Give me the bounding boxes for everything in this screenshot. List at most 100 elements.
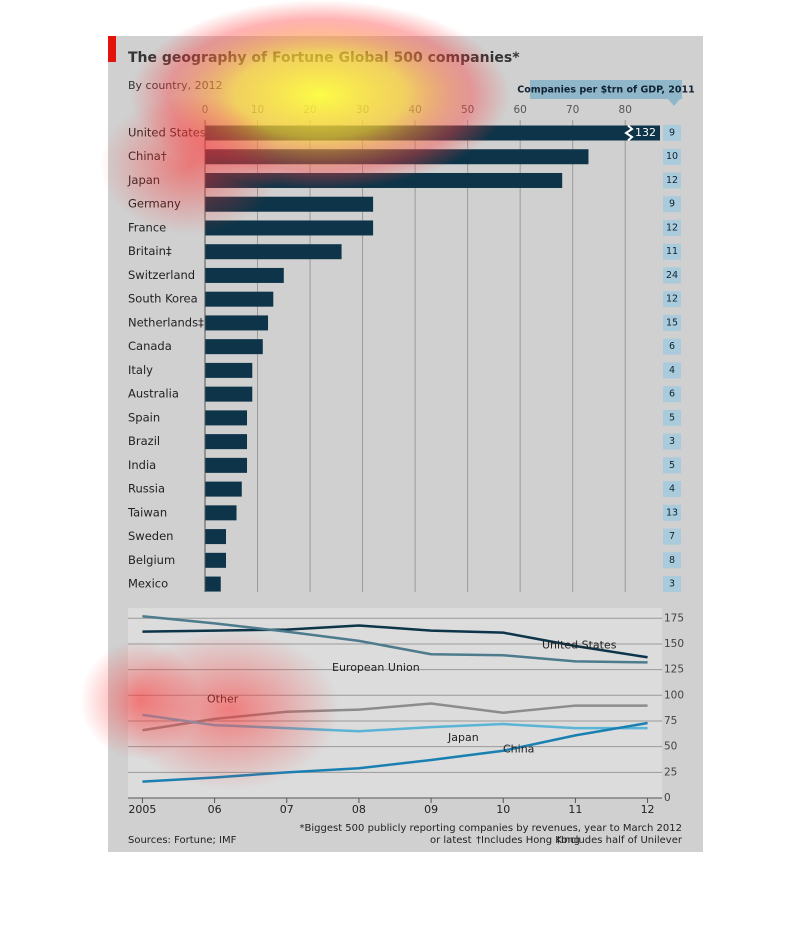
column-value: 5: [669, 460, 675, 471]
x-tick-label: 11: [568, 803, 582, 816]
column-value: 3: [669, 436, 675, 447]
column-cell: [663, 148, 681, 165]
column-value: 9: [669, 128, 675, 139]
category-label: Sweden: [128, 529, 173, 543]
bar: [205, 457, 248, 473]
category-label: Mexico: [128, 577, 168, 591]
y-tick-label: 100: [664, 689, 684, 701]
column-value: 3: [669, 579, 675, 590]
y-tick-label: 75: [664, 715, 677, 727]
column-value: 7: [669, 531, 675, 542]
bar: [205, 552, 227, 568]
bar: [205, 291, 274, 307]
bar: [205, 267, 284, 283]
column-header: Companies per $trn of GDP, 2011: [517, 85, 694, 96]
x-tick-label: 09: [424, 803, 438, 816]
column-cell: [663, 528, 681, 545]
value-label: 132: [635, 126, 656, 139]
x-tick-label: 10: [251, 104, 264, 116]
footnote: *Biggest 500 publicly reporting companie…: [300, 823, 682, 834]
column-cell: [663, 552, 681, 569]
series-line: [142, 614, 648, 664]
series-label: United States: [542, 638, 617, 651]
y-tick-label: 175: [664, 612, 684, 624]
category-label: Germany: [128, 197, 181, 211]
footnote: ‡Includes half of Unilever: [556, 835, 683, 846]
column-cell: [663, 172, 681, 189]
column-value: 12: [666, 294, 678, 305]
bar: [205, 362, 253, 378]
bar: [205, 220, 374, 236]
x-tick-label: 70: [566, 104, 579, 116]
category-label: Britain‡: [128, 244, 172, 258]
column-value: 13: [666, 507, 678, 518]
category-label: Spain: [128, 410, 160, 424]
category-label: Italy: [128, 363, 153, 377]
column-cell: [663, 362, 681, 379]
category-label: United States: [128, 126, 206, 140]
x-tick-label: 0: [202, 104, 209, 116]
chart-title: The geography of Fortune Global 500 comp…: [128, 50, 520, 66]
x-tick-label: 06: [208, 803, 222, 816]
category-label: India: [128, 458, 156, 472]
y-tick-label: 0: [664, 792, 671, 804]
category-label: Switzerland: [128, 268, 195, 282]
column-value: 11: [666, 246, 678, 257]
category-label: Australia: [128, 387, 179, 401]
x-tick-label: 2005: [128, 803, 156, 816]
category-label: Japan: [127, 173, 160, 187]
bar: [205, 434, 248, 450]
column-cell: [663, 386, 681, 403]
column-cell: [663, 243, 681, 260]
column-value: 24: [666, 270, 678, 281]
y-tick-label: 50: [664, 741, 677, 753]
footnote: or latest: [430, 835, 472, 846]
bar: [205, 529, 227, 545]
column-value: 4: [669, 484, 675, 495]
bar: [205, 481, 242, 497]
column-cell: [663, 125, 681, 141]
column-value: 12: [666, 222, 678, 233]
column-cell: [663, 409, 681, 426]
series-label: China: [503, 742, 534, 755]
y-tick-label: 25: [664, 766, 677, 778]
x-tick-label: 50: [461, 104, 474, 116]
column-value: 6: [669, 389, 675, 400]
category-label: South Korea: [128, 292, 198, 306]
bar: [205, 315, 269, 331]
axis-break: [624, 124, 634, 142]
column-value: 9: [669, 199, 675, 210]
x-tick-label: 30: [356, 104, 369, 116]
bar: [205, 339, 263, 355]
column-header-pointer: [668, 99, 680, 106]
column-cell: [663, 504, 681, 521]
column-cell: [663, 196, 681, 213]
footnote: †Includes Hong Kong: [476, 835, 580, 846]
category-label: Belgium: [128, 553, 175, 567]
x-tick-label: 07: [280, 803, 294, 816]
column-cell: [663, 457, 681, 474]
bar: [205, 172, 563, 188]
category-label: Taiwan: [127, 505, 167, 519]
series-label: Other: [207, 693, 239, 706]
bar: [205, 386, 253, 402]
column-cell: [663, 219, 681, 236]
red-tag: [108, 36, 116, 62]
category-label: Russia: [128, 482, 165, 496]
y-tick-label: 125: [664, 664, 684, 676]
x-tick-label: 12: [641, 803, 655, 816]
column-cell: [663, 267, 681, 284]
bar: [205, 125, 660, 141]
category-label: China†: [128, 149, 167, 163]
column-cell: [663, 481, 681, 498]
series-label: European Union: [332, 661, 420, 674]
x-tick-label: 08: [352, 803, 366, 816]
bar: [205, 244, 342, 260]
bar: [205, 196, 374, 212]
category-label: France: [128, 220, 166, 234]
source: Sources: Fortune; IMF: [128, 835, 237, 846]
column-cell: [663, 576, 681, 593]
bar: [205, 505, 237, 521]
column-header-box: [530, 80, 682, 99]
x-tick-label: 60: [513, 104, 526, 116]
